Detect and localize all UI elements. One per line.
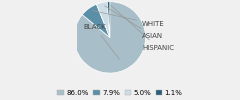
Wedge shape bbox=[107, 2, 110, 37]
Text: BLACK: BLACK bbox=[84, 24, 120, 59]
Legend: 86.0%, 7.9%, 5.0%, 1.1%: 86.0%, 7.9%, 5.0%, 1.1% bbox=[57, 89, 183, 96]
Wedge shape bbox=[96, 2, 110, 37]
Text: HISPANIC: HISPANIC bbox=[111, 5, 174, 51]
Text: ASIAN: ASIAN bbox=[105, 6, 163, 39]
Wedge shape bbox=[74, 2, 145, 73]
Wedge shape bbox=[82, 4, 110, 37]
Text: WHITE: WHITE bbox=[92, 11, 165, 27]
